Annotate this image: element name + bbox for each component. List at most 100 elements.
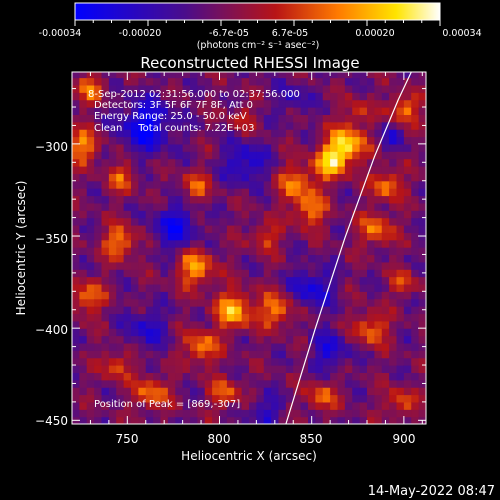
heatmap-cell — [367, 372, 375, 381]
heatmap-cell — [278, 114, 287, 123]
heatmap-cell — [123, 188, 132, 197]
heatmap-cell — [167, 328, 176, 337]
heatmap-cell — [219, 365, 228, 373]
heatmap-cell — [293, 188, 302, 197]
heatmap-cell — [271, 313, 280, 322]
heatmap-cell — [271, 328, 280, 337]
heatmap-cell — [374, 401, 383, 410]
heatmap-cell — [337, 409, 346, 418]
heatmap-cell — [241, 239, 250, 248]
y-tick-label: −350 — [35, 232, 68, 246]
heatmap-cell — [374, 114, 383, 123]
heatmap-cell — [190, 328, 198, 337]
heatmap-cell — [86, 379, 95, 388]
heatmap-cell — [367, 202, 375, 211]
heatmap-cell — [145, 224, 154, 233]
heatmap-cell — [219, 416, 228, 424]
heatmap-cell — [300, 416, 309, 424]
heatmap-cell — [197, 188, 206, 197]
heatmap-cell — [263, 210, 272, 219]
heatmap-cell — [197, 143, 206, 152]
heatmap-cell — [234, 261, 243, 270]
heatmap-cell — [249, 401, 257, 410]
heatmap-cell — [263, 129, 272, 138]
heatmap-cell — [204, 401, 213, 410]
heatmap-cell — [256, 188, 265, 197]
heatmap-cell — [256, 298, 265, 307]
heatmap-cell — [123, 394, 132, 403]
heatmap-cell — [145, 298, 154, 307]
heatmap-cell — [256, 313, 265, 322]
heatmap-cell — [94, 114, 103, 123]
heatmap-cell — [226, 165, 235, 174]
heatmap-cell — [241, 276, 250, 285]
heatmap-cell — [108, 401, 117, 410]
heatmap-cell — [138, 77, 147, 86]
heatmap-cell — [367, 129, 375, 138]
heatmap-cell — [175, 387, 184, 396]
heatmap-cell — [234, 165, 243, 174]
heatmap-cell — [219, 269, 228, 278]
heatmap-cell — [352, 77, 361, 86]
x-tick-label: 900 — [393, 432, 416, 446]
heatmap-cell — [300, 372, 309, 381]
heatmap-cell — [123, 121, 132, 130]
heatmap-cell — [86, 136, 95, 145]
heatmap-cell — [175, 254, 184, 263]
heatmap-cell — [308, 306, 316, 315]
heatmap-cell — [131, 239, 139, 248]
heatmap-cell — [359, 401, 368, 410]
heatmap-cell — [249, 350, 257, 359]
heatmap-cell — [389, 283, 398, 292]
heatmap-cell — [219, 195, 228, 204]
heatmap-cell — [337, 254, 346, 263]
heatmap-cell — [190, 276, 198, 285]
heatmap-cell — [308, 328, 316, 337]
heatmap-cell — [337, 165, 346, 174]
heatmap-cell — [219, 136, 228, 145]
heatmap-cell — [212, 217, 221, 226]
heatmap-cell — [403, 261, 412, 270]
heatmap-cell — [396, 143, 405, 152]
heatmap-cell — [411, 328, 420, 337]
heatmap-cell — [138, 114, 147, 123]
heatmap-cell — [219, 121, 228, 130]
heatmap-cell — [219, 188, 228, 197]
heatmap-cell — [352, 401, 361, 410]
heatmap-cell — [352, 173, 361, 182]
heatmap-cell — [263, 239, 272, 248]
heatmap-cell — [175, 379, 184, 388]
heatmap-cell — [389, 365, 398, 373]
heatmap-cell — [108, 121, 117, 130]
heatmap-cell — [249, 143, 257, 152]
heatmap-cell — [308, 342, 316, 351]
heatmap-cell — [153, 372, 162, 381]
heatmap-cell — [175, 151, 184, 160]
heatmap-cell — [367, 92, 375, 101]
heatmap-cell — [389, 165, 398, 174]
heatmap-cell — [123, 409, 132, 418]
colorbar-unit-label: (photons cm⁻² s⁻¹ asec⁻²) — [197, 40, 320, 51]
heatmap-cell — [389, 416, 398, 424]
heatmap-cell — [352, 328, 361, 337]
heatmap-cell — [300, 306, 309, 315]
heatmap-cell — [197, 306, 206, 315]
heatmap-cell — [271, 372, 280, 381]
heatmap-cell — [271, 254, 280, 263]
heatmap-cell — [153, 306, 162, 315]
heatmap-cell — [160, 298, 169, 307]
heatmap-cell — [308, 165, 316, 174]
heatmap-cell — [263, 401, 272, 410]
heatmap-cell — [322, 165, 331, 174]
heatmap-cell — [197, 121, 206, 130]
heatmap-cell — [337, 217, 346, 226]
heatmap-cell — [131, 379, 139, 388]
heatmap-cell — [145, 394, 154, 403]
heatmap-cell — [403, 129, 412, 138]
heatmap-cell — [197, 158, 206, 167]
heatmap-cell — [367, 298, 375, 307]
heatmap-cell — [263, 387, 272, 396]
heatmap-cell — [403, 365, 412, 373]
heatmap-cell — [145, 158, 154, 167]
